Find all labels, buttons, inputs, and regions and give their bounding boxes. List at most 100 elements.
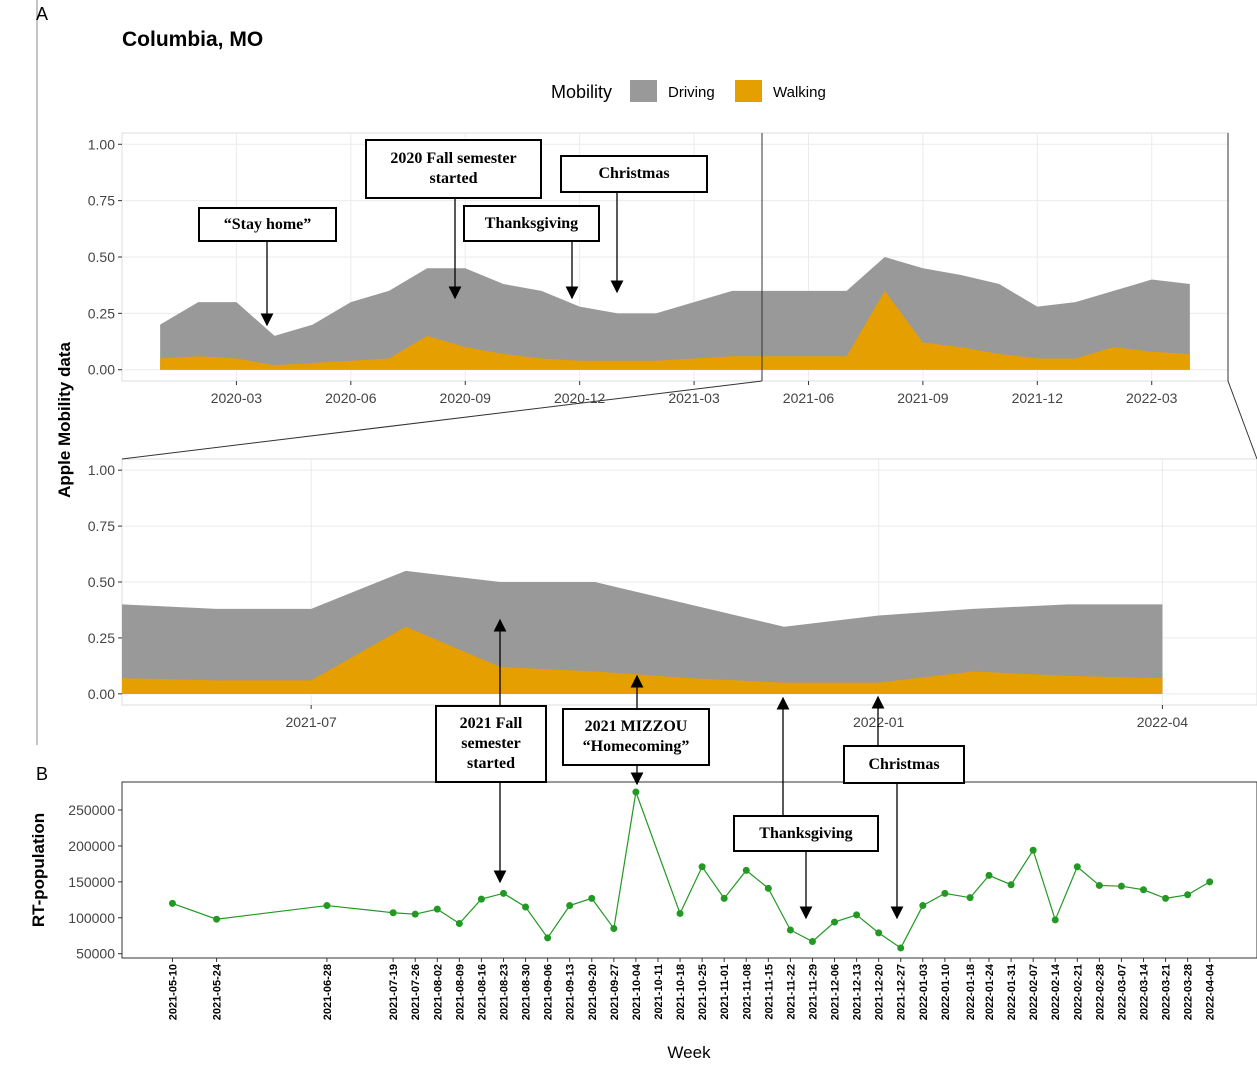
x-tick-label: 2021-09-06 (543, 964, 555, 1020)
x-tick-label: 2021-09 (897, 390, 949, 406)
legend-swatch (630, 80, 657, 102)
x-tick-label: 2022-01-31 (1006, 964, 1018, 1020)
x-tick-label: 2021-10-04 (631, 963, 643, 1020)
x-tick-label: 2022-02-07 (1028, 964, 1040, 1020)
x-tick-label: 2022-02-14 (1050, 963, 1062, 1020)
y-tick-label: 0.00 (88, 686, 115, 702)
point (919, 902, 927, 910)
point (168, 899, 176, 907)
x-tick-label: 2021-11-01 (719, 964, 731, 1020)
annotation: 2020 Fall semester started (365, 139, 542, 199)
x-tick-label: 2021-03 (668, 390, 720, 406)
y-tick-label: 0.50 (88, 249, 115, 265)
point (742, 866, 750, 874)
x-tick-label: 2022-04 (1137, 714, 1189, 730)
x-tick-label: 2022-03 (1126, 390, 1178, 406)
x-tick-label: 2022-01-24 (984, 963, 996, 1020)
x-tick-label: 2022-03-07 (1116, 964, 1128, 1020)
x-tick-label: 2021-12-27 (896, 964, 908, 1020)
point (1007, 881, 1015, 889)
point (985, 871, 993, 879)
point (1140, 886, 1147, 894)
annotation: “Stay home” (198, 207, 337, 242)
annotation: 2021 MIZZOU “Homecoming” (562, 708, 710, 766)
y-tick-label: 0.75 (88, 193, 115, 209)
y-tick-label: 0.00 (88, 362, 115, 378)
x-tick-label: 2021-11-15 (763, 964, 775, 1020)
point (720, 894, 728, 902)
chart-title: Columbia, MO (122, 28, 263, 51)
x-tick-label: 2021-08-02 (432, 964, 444, 1020)
point (389, 909, 397, 917)
x-tick-label: 2021-05-10 (167, 964, 179, 1020)
annotation: 2021 Fall semester started (435, 705, 547, 783)
point (1051, 916, 1059, 924)
x-tick-label: 2021-09-20 (587, 964, 599, 1020)
y-tick-label: 100000 (68, 910, 115, 926)
point (588, 894, 596, 902)
x-tick-label: 2022-03-28 (1183, 964, 1195, 1020)
point (323, 902, 331, 910)
y-tick-label: 1.00 (88, 462, 115, 478)
x-tick-label: 2021-12-06 (830, 964, 842, 1020)
point (499, 889, 507, 897)
x-tick-label: 2021-08-16 (476, 964, 488, 1020)
point (411, 910, 419, 918)
point (941, 889, 949, 897)
x-tick-label: 2021-07-19 (388, 964, 400, 1020)
x-tick-label: 2022-02-21 (1072, 964, 1084, 1020)
y-tick-label: 50000 (76, 946, 115, 962)
point (1184, 891, 1192, 899)
point (853, 911, 861, 919)
x-tick-label: 2021-07 (285, 714, 337, 730)
plot-area (121, 781, 1257, 959)
x-tick-label: 2021-09-27 (609, 964, 621, 1020)
point (522, 903, 530, 911)
x-tick-label: 2021-11-29 (807, 964, 819, 1020)
x-axis-label: Week (667, 1043, 711, 1062)
y-tick-label: 0.75 (88, 518, 115, 534)
point (1206, 878, 1214, 886)
x-tick-label: 2022-03-14 (1139, 963, 1151, 1020)
legend-title: Mobility (551, 82, 612, 102)
x-tick-label: 2021-08-09 (454, 964, 466, 1020)
x-tick-label: 2021-08-23 (498, 964, 510, 1020)
x-tick-label: 2021-12-13 (852, 964, 864, 1020)
y-tick-label: 0.25 (88, 305, 115, 321)
point (610, 925, 618, 933)
x-tick-label: 2021-05-24 (212, 963, 224, 1020)
annotation: Thanksgiving (463, 205, 600, 242)
point (1073, 863, 1081, 871)
y-axis-label: Apple Mobility data (55, 342, 74, 498)
y-tick-label: 250000 (68, 802, 115, 818)
x-tick-label: 2021-09-13 (565, 964, 577, 1020)
arrows (260, 193, 904, 920)
zoom-connector (1227, 380, 1257, 460)
point (433, 905, 441, 913)
panel-label: B (36, 764, 48, 784)
x-tick-label: 2020-06 (325, 390, 377, 406)
y-tick-label: 0.25 (88, 630, 115, 646)
line (172, 789, 1211, 949)
x-tick-label: 2022-02-28 (1094, 964, 1106, 1020)
legend-swatch (735, 80, 762, 102)
overlay (121, 133, 1257, 920)
point (455, 920, 463, 928)
x-tick-label: 2022-01-10 (940, 964, 952, 1020)
y-tick-label: 0.50 (88, 574, 115, 590)
point (1162, 894, 1170, 902)
point (566, 902, 574, 910)
x-tick-label: 2021-06-28 (322, 964, 334, 1020)
point (1095, 881, 1103, 889)
point (632, 788, 640, 796)
annotation: Thanksgiving (733, 815, 879, 852)
y-axis-label: RT-population (29, 813, 48, 927)
point (1029, 846, 1037, 854)
annotation: Christmas (843, 745, 965, 784)
x-tick-label: 2022-04-04 (1205, 963, 1217, 1020)
x-tick-label: 2021-10-25 (697, 964, 709, 1020)
point (897, 944, 905, 952)
legend-label: Driving (668, 84, 715, 101)
y-tick-label: 200000 (68, 838, 115, 854)
